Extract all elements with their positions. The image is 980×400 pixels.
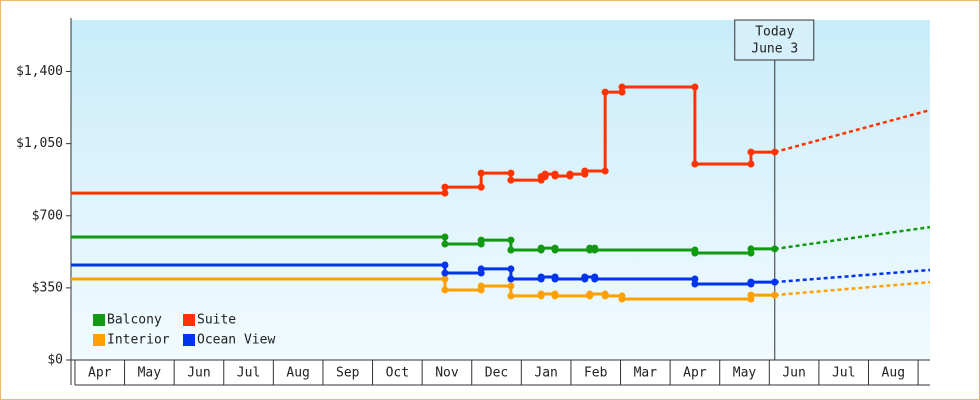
- point: [691, 83, 699, 91]
- y-tick-label: $0: [47, 353, 63, 368]
- x-tick-label: Jun: [187, 366, 210, 381]
- point: [537, 290, 545, 298]
- legend-swatch: [93, 334, 105, 346]
- projection-line: [774, 225, 931, 251]
- x-tick-label: Dec: [485, 366, 508, 381]
- x-tick-label: May: [138, 366, 162, 381]
- x-tick-label: Apr: [683, 366, 707, 381]
- point: [691, 249, 699, 257]
- point: [771, 245, 779, 253]
- point: [771, 278, 779, 286]
- x-tick-label: Feb: [584, 366, 608, 381]
- point: [747, 245, 755, 253]
- today-box: [734, 19, 815, 61]
- point: [771, 148, 779, 156]
- x-tick-label: Jul: [832, 366, 855, 381]
- point: [566, 170, 574, 178]
- point: [441, 233, 449, 241]
- today-label: Today: [755, 25, 794, 40]
- point: [507, 236, 515, 244]
- point: [691, 280, 699, 288]
- point: [747, 148, 755, 156]
- point: [747, 278, 755, 286]
- point: [477, 183, 485, 191]
- point: [581, 167, 589, 175]
- point: [441, 183, 449, 191]
- x-tick-label: Jan: [534, 366, 557, 381]
- x-tick-label: Apr: [88, 366, 112, 381]
- point: [441, 275, 449, 283]
- point: [586, 290, 594, 298]
- legend-label: Suite: [197, 313, 236, 328]
- point: [507, 275, 515, 283]
- y-tick-label: $1,050: [16, 136, 63, 151]
- y-tick-label: $350: [32, 280, 63, 295]
- point: [618, 83, 626, 91]
- projection-line: [774, 268, 931, 284]
- x-tick-label: Nov: [435, 366, 459, 381]
- projection-line: [774, 280, 931, 297]
- point: [691, 160, 699, 168]
- legend-swatch: [183, 314, 195, 326]
- point: [507, 169, 515, 177]
- point: [591, 246, 599, 254]
- point: [747, 160, 755, 168]
- y-tick-label: $1,400: [16, 64, 63, 79]
- x-tick-label: Jun: [782, 366, 805, 381]
- point: [441, 286, 449, 294]
- point: [537, 244, 545, 252]
- point: [477, 236, 485, 244]
- point: [771, 291, 779, 299]
- today-label: June 3: [751, 42, 798, 57]
- point: [601, 167, 609, 175]
- x-tick-label: Mar: [634, 366, 658, 381]
- point: [581, 273, 589, 281]
- y-tick-label: $700: [32, 208, 63, 223]
- point: [507, 292, 515, 300]
- point: [601, 88, 609, 96]
- point: [441, 261, 449, 269]
- plot-area: [71, 20, 930, 360]
- x-tick-label: Oct: [386, 366, 409, 381]
- x-tick-label: Aug: [286, 366, 309, 381]
- point: [507, 282, 515, 290]
- legend-label: Ocean View: [197, 333, 275, 348]
- point: [507, 176, 515, 184]
- point: [551, 292, 559, 300]
- x-tick-label: May: [733, 366, 757, 381]
- point: [618, 295, 626, 303]
- legend-swatch: [93, 314, 105, 326]
- legend-label: Balcony: [107, 313, 162, 328]
- point: [601, 292, 609, 300]
- series-line: [71, 85, 775, 195]
- x-tick-label: Sep: [336, 366, 360, 381]
- projection-line: [774, 108, 931, 154]
- point: [477, 282, 485, 290]
- point: [691, 275, 699, 283]
- point: [537, 273, 545, 281]
- x-tick-label: Aug: [882, 366, 905, 381]
- point: [747, 291, 755, 299]
- point: [541, 170, 549, 178]
- point: [591, 275, 599, 283]
- x-tick-label: Jul: [237, 366, 260, 381]
- point: [507, 246, 515, 254]
- point: [477, 265, 485, 273]
- point: [477, 169, 485, 177]
- point: [551, 172, 559, 180]
- point: [507, 265, 515, 273]
- point: [551, 275, 559, 283]
- point: [618, 88, 626, 96]
- legend-label: Interior: [107, 333, 170, 348]
- point: [441, 189, 449, 197]
- point: [441, 240, 449, 248]
- point: [551, 246, 559, 254]
- point: [441, 269, 449, 277]
- legend-swatch: [183, 334, 195, 346]
